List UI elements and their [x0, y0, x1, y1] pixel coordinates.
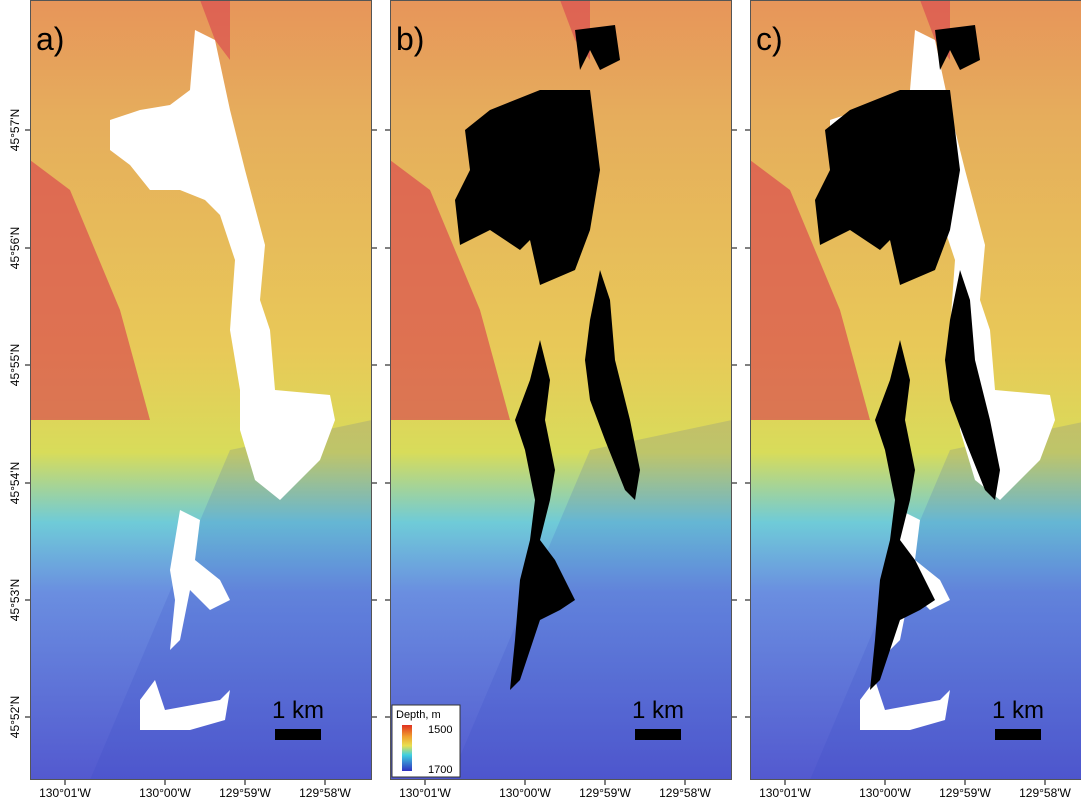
y-tick-label: 45°56'N [8, 227, 22, 269]
x-tick-label: 129°58'W [299, 786, 351, 800]
x-tick-label: 130°00'W [139, 786, 191, 800]
x-tick-label: 130°00'W [499, 786, 551, 800]
panel-label: b) [396, 21, 424, 57]
y-tick-label: 45°57'N [8, 109, 22, 151]
scale-bar [275, 729, 321, 740]
colorbar [402, 725, 412, 771]
ridge-relief [30, 160, 150, 420]
map-panel: a) 130°01'W 130°00'W 129°59'W 129°58'W 1 km [25, 0, 377, 800]
ridge-relief [390, 160, 510, 420]
panel-frame [390, 0, 732, 780]
panel-label: a) [36, 21, 64, 57]
x-tick-label: 130°01'W [399, 786, 451, 800]
scale-label: 1 km [632, 697, 684, 724]
scale-label: 1 km [992, 697, 1044, 724]
x-tick-label: 129°58'W [1019, 786, 1071, 800]
map-panel: c) 130°01'W 130°00'W 129°59'W 129°58'W 1 km [745, 0, 1081, 800]
scale-bar [635, 729, 681, 740]
x-tick-label: 129°58'W [659, 786, 711, 800]
legend-title: Depth, m [396, 709, 441, 721]
survey-swath [450, 420, 732, 780]
x-tick-label: 130°01'W [759, 786, 811, 800]
y-tick-label: 45°55'N [8, 344, 22, 386]
x-tick-label: 129°59'W [579, 786, 631, 800]
legend-top: 1500 [428, 724, 452, 736]
x-tick-label: 129°59'W [939, 786, 991, 800]
panel-frame [30, 0, 372, 780]
depth-legend: Depth, m 1500 1700 [391, 704, 461, 778]
y-tick-label: 45°53'N [8, 579, 22, 621]
x-tick-label: 130°01'W [39, 786, 91, 800]
panel-frame [750, 0, 1081, 780]
y-tick-label: 45°52'N [8, 696, 22, 738]
ridge-relief [200, 0, 230, 60]
scale-bar [995, 729, 1041, 740]
scale-label: 1 km [272, 697, 324, 724]
survey-swath [90, 420, 372, 780]
legend-bottom: 1700 [428, 764, 452, 776]
x-tick-label: 130°00'W [859, 786, 911, 800]
ridge-relief [750, 160, 870, 420]
panel-label: c) [756, 21, 783, 57]
y-tick-label: 45°54'N [8, 462, 22, 504]
x-tick-label: 129°59'W [219, 786, 271, 800]
map-panel: b) 130°01'W 130°00'W 129°59'W 129°58'W 1 km De… [385, 0, 737, 800]
